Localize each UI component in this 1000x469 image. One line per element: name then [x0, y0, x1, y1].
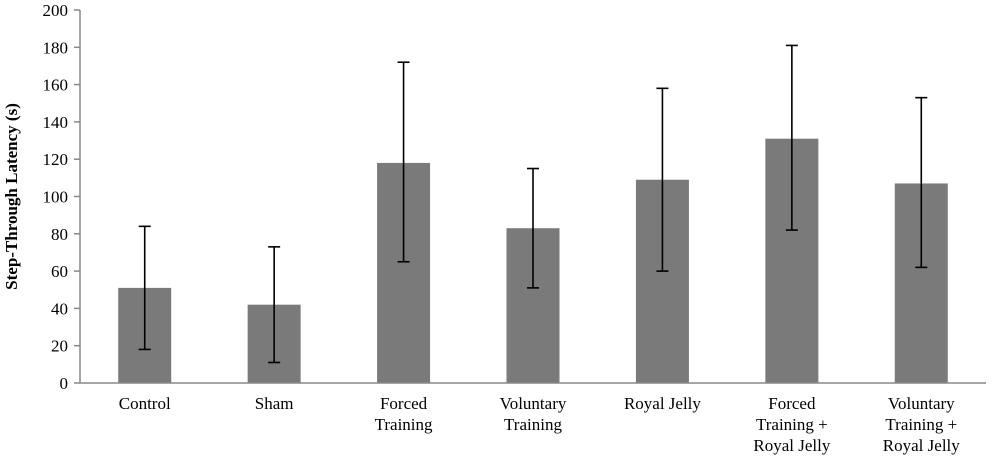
y-tick-label: 60 — [51, 262, 68, 281]
x-axis-labels: Control Sham Forced Training Voluntary Traini… — [119, 394, 961, 455]
x-category-label-line: Forced — [380, 394, 428, 413]
y-axis-ticks: 0 20 40 60 80 100 120 140 160 180 200 — [43, 1, 80, 393]
y-tick-label: 20 — [51, 337, 68, 356]
x-category-label: Control — [119, 394, 171, 413]
error-bar — [915, 96, 928, 269]
y-tick-label: 120 — [43, 150, 69, 169]
y-tick-label: 160 — [43, 76, 69, 95]
error-bar — [785, 44, 798, 231]
x-category-label: Forced Training + Royal Jelly — [753, 394, 830, 455]
error-bar — [138, 225, 151, 351]
x-category-label-line: Royal Jelly — [753, 436, 830, 455]
x-category-label-line: Voluntary — [500, 394, 567, 413]
x-category-label-line: Royal Jelly — [624, 394, 701, 413]
y-tick-label: 180 — [43, 38, 69, 57]
y-tick-label: 40 — [51, 299, 68, 318]
error-bar — [527, 167, 539, 289]
error-bar — [656, 87, 669, 272]
x-category-label: Sham — [255, 394, 294, 413]
y-tick-label: 140 — [43, 113, 69, 132]
y-axis-title: Step-Through Latency (s) — [2, 103, 21, 290]
x-category-label-line: Control — [119, 394, 171, 413]
x-category-label: Voluntary Training — [500, 394, 567, 434]
y-tick-label: 200 — [43, 1, 69, 20]
x-category-label-line: Forced — [768, 394, 816, 413]
x-category-label: Forced Training — [375, 394, 433, 434]
y-tick-label: 0 — [60, 374, 69, 393]
error-bar — [397, 61, 410, 263]
error-bar — [268, 246, 281, 364]
x-category-label-line: Training — [504, 415, 562, 434]
x-category-label: Voluntary Training + Royal Jelly — [883, 394, 960, 455]
x-category-label-line: Sham — [255, 394, 294, 413]
x-category-label-line: Voluntary — [888, 394, 955, 413]
x-category-label-line: Training — [375, 415, 433, 434]
y-tick-label: 80 — [51, 225, 68, 244]
x-category-label: Royal Jelly — [624, 394, 701, 413]
x-category-label-line: Royal Jelly — [883, 436, 960, 455]
error-bars — [138, 44, 928, 364]
y-tick-label: 100 — [43, 188, 69, 207]
x-category-label-line: Training + — [756, 415, 828, 434]
x-category-label-line: Training + — [885, 415, 957, 434]
